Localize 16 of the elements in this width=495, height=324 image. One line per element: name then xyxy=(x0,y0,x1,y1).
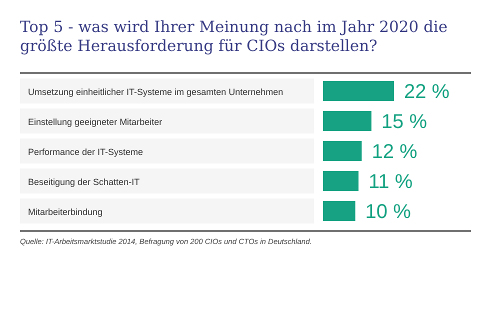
y-tick-label: Mitarbeiterbindung xyxy=(28,207,103,217)
chart-title: Top 5 - was wird Ihrer Meinung nach im Jahr 2020 die größte Herausforderung für CIOs darstellen? xyxy=(20,18,449,56)
y-tick-label: Beseitigung der Schatten-IT xyxy=(28,177,140,187)
bar xyxy=(323,201,356,221)
data-label: 12 % xyxy=(372,141,418,164)
bar xyxy=(323,141,362,161)
data-label: 10 % xyxy=(365,201,412,224)
bar xyxy=(323,171,358,191)
data-label: 22 % xyxy=(404,81,450,104)
data-label: 11 % xyxy=(368,171,413,194)
y-tick-label: Performance der IT-Systeme xyxy=(28,147,144,157)
data-label: 15 % xyxy=(381,111,428,134)
bar xyxy=(323,81,394,101)
y-tick-label: Einstellung geeigneter Mitarbeiter xyxy=(28,117,162,127)
bar xyxy=(323,111,372,131)
y-tick-label: Umsetzung einheitlicher IT-Systeme im gesamten Unternehmen xyxy=(28,87,284,97)
